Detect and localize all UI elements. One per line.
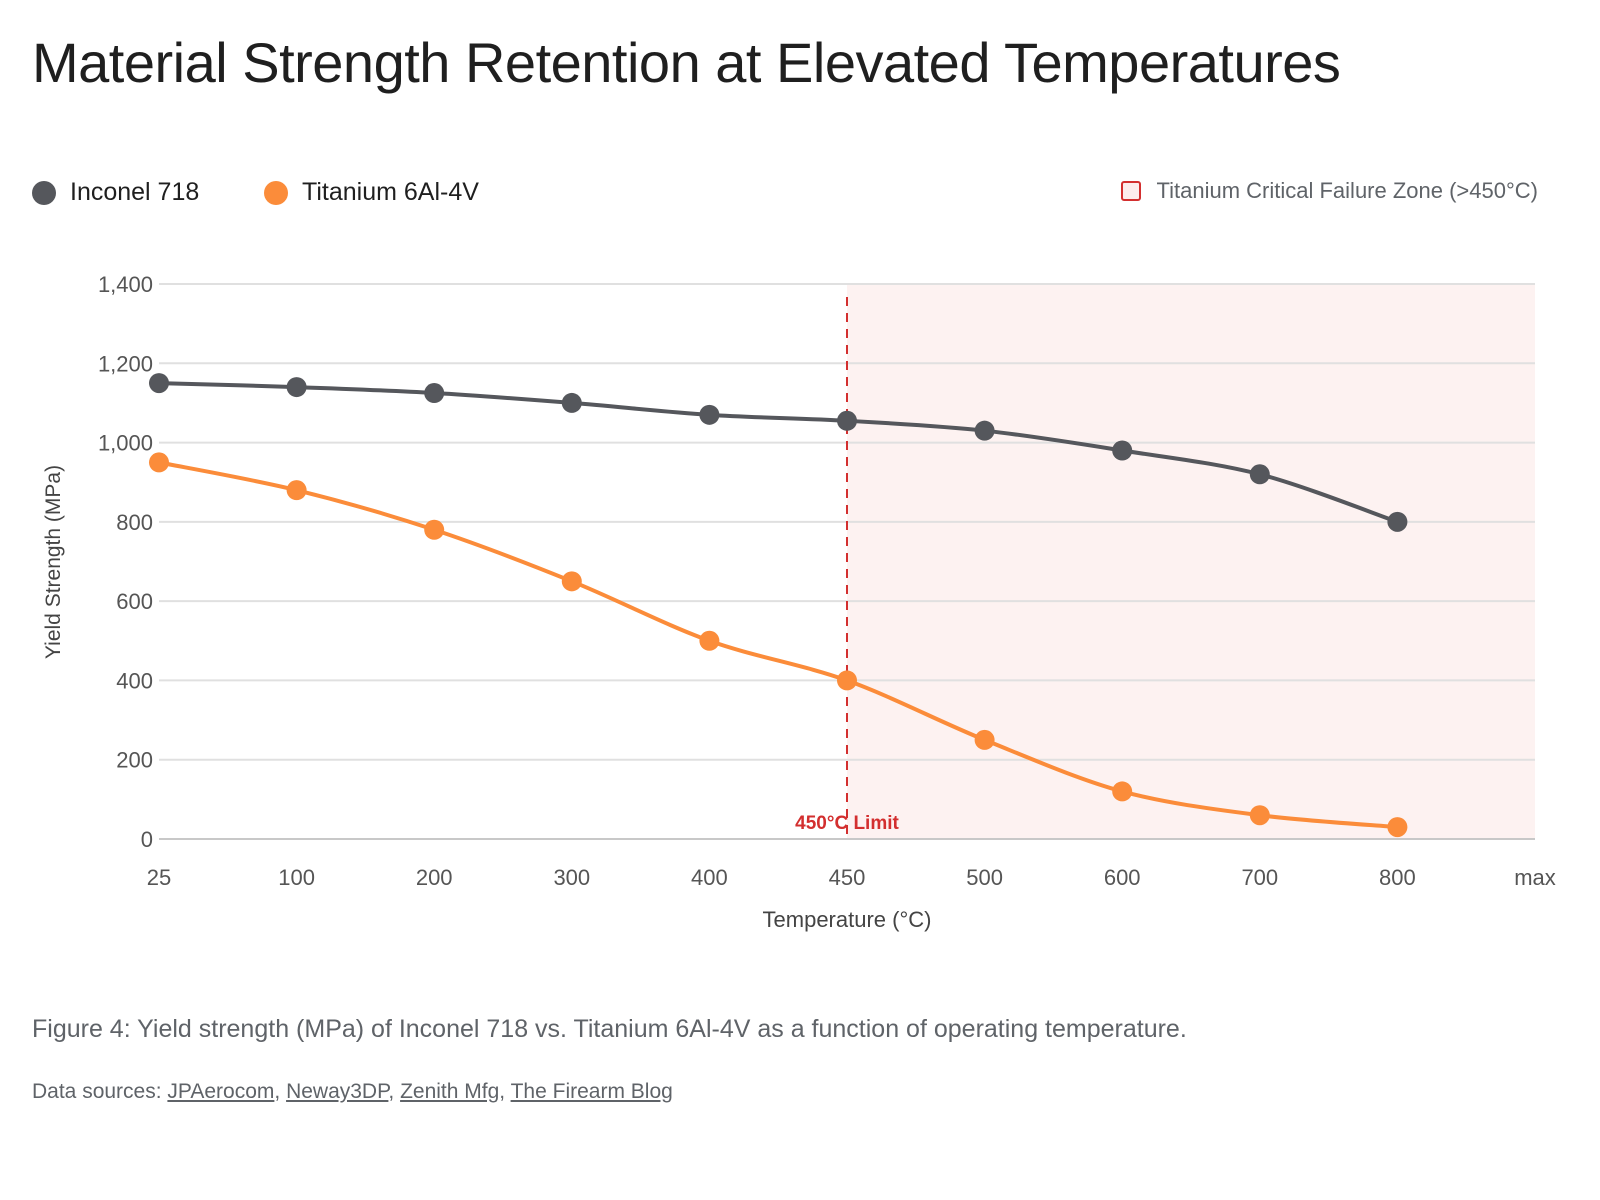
inconel-point xyxy=(286,377,307,398)
legend-label: Inconel 718 xyxy=(70,178,200,206)
titanium-dot-icon xyxy=(264,180,288,205)
legend-item-failure-zone[interactable]: Titanium Critical Failure Zone (>450°C) xyxy=(1120,178,1539,204)
x-tick-label: 100 xyxy=(278,865,315,890)
y-tick-label: 1,000 xyxy=(98,431,153,456)
x-tick-label: 400 xyxy=(691,865,728,890)
x-tick-label: 450 xyxy=(829,865,866,890)
limit-label: 450°C Limit xyxy=(795,813,899,834)
titanium-point xyxy=(424,519,445,540)
titanium-point xyxy=(286,480,307,501)
titanium-point xyxy=(1249,805,1270,826)
inconel-line xyxy=(158,381,1399,524)
zone-swatch-icon xyxy=(1120,181,1141,201)
y-tick-label: 1,400 xyxy=(98,272,153,297)
source-link-neway3dp[interactable]: Neway3DP xyxy=(286,1080,389,1103)
y-tick-label: 400 xyxy=(116,668,153,693)
x-tick-label: 200 xyxy=(416,865,453,890)
inconel-point xyxy=(974,420,995,441)
titanium-point xyxy=(1112,781,1133,802)
legend-label: Titanium 6Al-4V xyxy=(302,178,479,206)
inconel-point xyxy=(1249,464,1270,485)
legend-item-titanium[interactable]: Titanium 6Al-4V xyxy=(264,178,479,207)
inconel-point xyxy=(149,373,169,394)
y-tick-label: 1,200 xyxy=(98,351,153,376)
y-tick-label: 800 xyxy=(116,510,153,535)
titanium-point xyxy=(1387,817,1408,838)
x-tick-label: 800 xyxy=(1379,865,1416,890)
y-tick-label: 0 xyxy=(141,827,153,852)
legend-label: Titanium Critical Failure Zone (>450°C) xyxy=(1156,178,1539,203)
inconel-point xyxy=(699,404,720,425)
data-sources: Data sources: JPAerocom, Neway3DP, Zenit… xyxy=(32,1080,673,1103)
x-tick-label: 700 xyxy=(1241,865,1278,890)
x-tick-label: 25 xyxy=(147,865,171,890)
inconel-dot-icon xyxy=(32,180,56,205)
inconel-point xyxy=(424,383,445,404)
titanium-line xyxy=(158,460,1398,830)
source-link-firearm-blog[interactable]: The Firearm Blog xyxy=(510,1080,673,1103)
y-axis-label: Yield Strength (MPa) xyxy=(42,465,65,659)
titanium-point xyxy=(699,630,720,651)
x-tick-label: 600 xyxy=(1104,865,1141,890)
titanium-point xyxy=(561,571,582,592)
source-link-jpaerocom[interactable]: JPAerocom xyxy=(167,1080,275,1103)
legend-item-inconel[interactable]: Inconel 718 xyxy=(32,178,199,207)
titanium-point xyxy=(149,452,169,473)
failure-zone-region xyxy=(847,284,1535,839)
x-tick-label: 500 xyxy=(966,865,1003,890)
figure-caption: Figure 4: Yield strength (MPa) of Incone… xyxy=(32,1015,1187,1043)
y-tick-label: 600 xyxy=(116,589,153,614)
y-tick-label: 200 xyxy=(116,748,153,773)
x-axis-label: Temperature (°C) xyxy=(763,907,932,932)
inconel-point xyxy=(561,392,582,413)
page-title: Material Strength Retention at Elevated … xyxy=(32,31,1341,94)
source-link-zenith[interactable]: Zenith Mfg xyxy=(400,1080,500,1103)
titanium-point xyxy=(837,670,857,691)
x-tick-label: 300 xyxy=(553,865,590,890)
inconel-point xyxy=(837,410,857,431)
sources-prefix: Data sources: xyxy=(32,1080,168,1103)
inconel-point xyxy=(1387,511,1408,532)
titanium-point xyxy=(974,729,995,750)
inconel-point xyxy=(1112,440,1133,461)
x-tick-label: max xyxy=(1514,865,1556,890)
